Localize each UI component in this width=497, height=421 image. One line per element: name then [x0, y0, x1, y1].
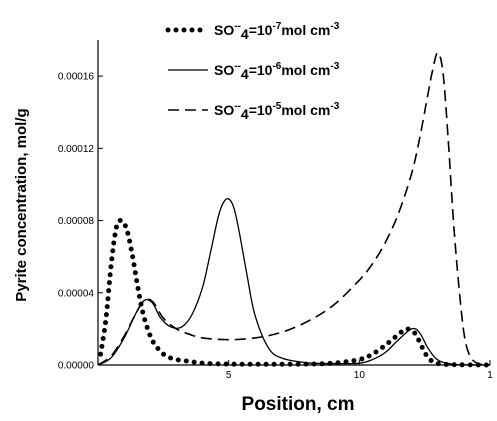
legend-part-base: SO — [214, 62, 234, 78]
plot-area: 0.00000 0.00004 0.00008 0.00012 0.00016 5 10 1 — [58, 40, 493, 381]
y-tick-label: 0.00004 — [58, 288, 95, 299]
legend-part-sub: 4 — [241, 106, 249, 122]
legend-part-unit_exp: -3 — [330, 101, 339, 112]
y-tick-label: 0.00000 — [58, 361, 95, 372]
series-line-solid — [97, 198, 491, 366]
x-axis-title: Position, cm — [242, 394, 355, 415]
legend-part-unit: mol cm — [281, 22, 330, 38]
legend-part-exp: -7 — [272, 21, 281, 32]
legend-part-unit: mol cm — [281, 62, 330, 78]
legend-part-eq: =10 — [249, 62, 273, 78]
x-tick-label: 10 — [354, 370, 366, 381]
series-layer — [97, 51, 493, 368]
y-axis-title: Pyrite concentration, mol/g — [13, 108, 30, 301]
legend-part-sup1: -- — [234, 21, 241, 32]
legend-part-sup1: -- — [234, 61, 241, 72]
legend-part-unit: mol cm — [281, 102, 330, 118]
y-tick-label: 0.00012 — [58, 144, 95, 155]
legend-entry: SO--4=10-7mol cm-3 — [214, 21, 340, 42]
legend-entry: SO--4=10-6mol cm-3 — [214, 61, 340, 82]
legend: SO--4=10-7mol cm-3SO--4=10-6mol cm-3SO--… — [165, 21, 340, 122]
series-line-dashed — [97, 51, 491, 366]
series-line-dotted — [98, 217, 493, 368]
legend-part-eq: =10 — [249, 102, 273, 118]
legend-part-sub: 4 — [241, 66, 249, 82]
legend-part-exp: -6 — [272, 61, 281, 72]
x-tick-label: 1 — [487, 370, 493, 381]
legend-part-sup1: -- — [234, 101, 241, 112]
legend-part-unit_exp: -3 — [330, 21, 339, 32]
legend-part-base: SO — [214, 22, 234, 38]
y-tick-label: 0.00016 — [58, 72, 95, 83]
legend-part-eq: =10 — [249, 22, 273, 38]
legend-part-exp: -5 — [272, 101, 281, 112]
x-ticks: 5 10 1 — [226, 360, 493, 381]
x-tick-label: 5 — [226, 370, 232, 381]
legend-entry: SO--4=10-5mol cm-3 — [214, 101, 340, 122]
legend-part-unit_exp: -3 — [330, 61, 339, 72]
legend-part-sub: 4 — [241, 26, 249, 42]
y-ticks: 0.00000 0.00004 0.00008 0.00012 0.00016 — [58, 72, 103, 372]
legend-part-base: SO — [214, 102, 234, 118]
y-tick-label: 0.00008 — [58, 216, 95, 227]
